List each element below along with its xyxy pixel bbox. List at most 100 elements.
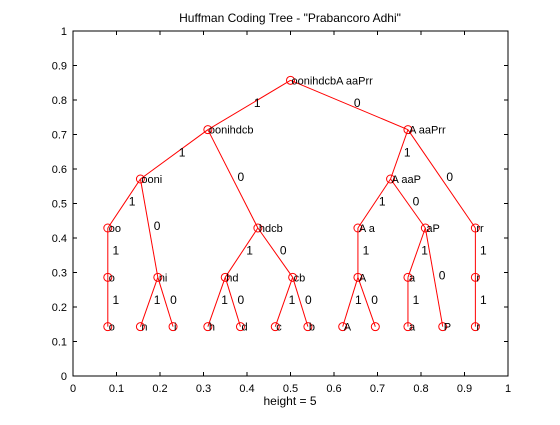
tree-edge <box>140 129 209 180</box>
tree-node-marker <box>168 322 178 332</box>
tree-node-label: h <box>209 322 215 334</box>
edge-bit-label: 1 <box>112 244 119 258</box>
x-tick-label: 0.4 <box>239 383 254 395</box>
tree-edge <box>290 79 409 131</box>
tree-node-label: A a <box>359 223 376 235</box>
tree-node-label: a <box>409 272 416 284</box>
tree-node-label: o <box>109 272 115 284</box>
tree-node-label: hd <box>226 272 238 284</box>
tree-node-marker <box>470 322 480 332</box>
tree-node-label: oonihdcbA aaPrr <box>292 75 374 87</box>
tree-node-label: i <box>174 322 176 334</box>
y-tick-label: 0.7 <box>52 130 67 142</box>
tree-node-label: A <box>344 322 352 334</box>
tree-node-marker <box>235 322 245 332</box>
x-tick-label: 0.3 <box>196 383 211 395</box>
y-tick-label: 0.3 <box>52 268 67 280</box>
x-axis-ticks: 0 0.1 0.2 0.3 0.4 0.5 0.6 0.7 0.8 0.9 1 <box>70 31 511 395</box>
y-tick-label: 1 <box>61 26 67 38</box>
tree-nodes <box>103 75 480 332</box>
tree-node-marker <box>203 322 213 332</box>
y-tick-label: 0.5 <box>52 199 67 211</box>
tree-node-marker <box>103 272 113 282</box>
edge-bit-label: 1 <box>379 195 386 209</box>
y-tick-label: 0.8 <box>52 95 67 107</box>
tree-node-marker <box>353 272 363 282</box>
edge-bit-label: 0 <box>413 195 420 209</box>
tree-node-label: A aaPrr <box>409 125 446 137</box>
tree-node-marker <box>303 322 313 332</box>
tree-node-label: P <box>444 322 451 334</box>
y-tick-label: 0.4 <box>52 233 67 245</box>
tree-node-marker <box>103 223 113 233</box>
tree-edge <box>224 277 241 327</box>
tree-node-marker <box>103 322 113 332</box>
edge-bit-label: 1 <box>179 145 186 159</box>
edge-bit-label: 0 <box>154 219 161 233</box>
edge-bit-label: 1 <box>254 96 261 110</box>
tree-edge <box>407 227 426 278</box>
tree-node-label: r <box>476 322 480 334</box>
edge-bit-label: 1 <box>480 244 487 258</box>
tree-node-marker <box>270 322 280 332</box>
edge-bit-label: 0 <box>354 96 361 110</box>
tree-node-marker <box>220 272 230 282</box>
x-tick-label: 0.8 <box>413 383 428 395</box>
tree-node-marker <box>253 223 263 233</box>
tree-node-marker <box>403 272 413 282</box>
y-tick-label: 0.2 <box>52 302 67 314</box>
tree-edge <box>157 277 174 327</box>
y-tick-label: 0.6 <box>52 164 67 176</box>
tree-node-label: oo <box>109 223 121 235</box>
tree-edge <box>257 227 294 278</box>
x-tick-label: 1 <box>505 383 511 395</box>
tree-node-marker <box>286 75 295 85</box>
tree-edge <box>357 277 376 327</box>
tree-node-marker <box>403 125 413 135</box>
y-tick-label: 0.1 <box>52 337 67 349</box>
tree-node-label: ooni <box>141 174 162 186</box>
tree-node-label: b <box>309 322 315 334</box>
x-tick-label: 0.6 <box>326 383 341 395</box>
edge-bit-label: 0 <box>280 244 287 258</box>
tree-edge <box>207 277 226 327</box>
plot-area <box>72 30 509 377</box>
tree-edge <box>357 178 391 229</box>
tree-node-label: c <box>276 322 282 334</box>
tree-edge <box>424 227 444 327</box>
tree-node-marker <box>470 272 480 282</box>
tree-node-label: a <box>409 322 416 334</box>
chart-title: Huffman Coding Tree - "Prabancoro Adhi" <box>179 11 401 25</box>
tree-edge <box>139 178 159 278</box>
edge-bit-label: 1 <box>480 293 487 307</box>
tree-node-marker <box>338 322 348 332</box>
tree-edge <box>139 277 159 327</box>
tree-node-label: A <box>359 272 367 284</box>
tree-node-label: d <box>241 322 247 334</box>
edge-bit-label: 1 <box>112 293 119 307</box>
edge-bit-label: 0 <box>446 170 453 184</box>
edge-bit-label: 1 <box>154 293 161 307</box>
tree-node-label: r <box>476 272 480 284</box>
y-tick-label: 0 <box>61 371 67 383</box>
tree-node-label: A aaP <box>392 174 421 186</box>
tree-node-label: aP <box>426 223 439 235</box>
edge-bit-label: 1 <box>221 293 228 307</box>
tree-node-label: hdcb <box>259 223 283 235</box>
edge-bit-label: 1 <box>421 244 428 258</box>
tree-edge <box>107 178 141 229</box>
tree-node-marker <box>135 322 145 332</box>
x-axis-label: height = 5 <box>263 394 316 408</box>
tree-edge <box>407 129 476 229</box>
tree-node-label: o <box>109 322 115 334</box>
tree-node-marker <box>403 322 413 332</box>
tree-node-marker <box>353 223 363 233</box>
tree-edge <box>342 277 359 327</box>
x-tick-label: 0.9 <box>457 383 472 395</box>
edge-bit-label: 0 <box>439 268 446 282</box>
tree-edge <box>390 178 426 229</box>
edge-bit-label: 0 <box>305 293 312 307</box>
